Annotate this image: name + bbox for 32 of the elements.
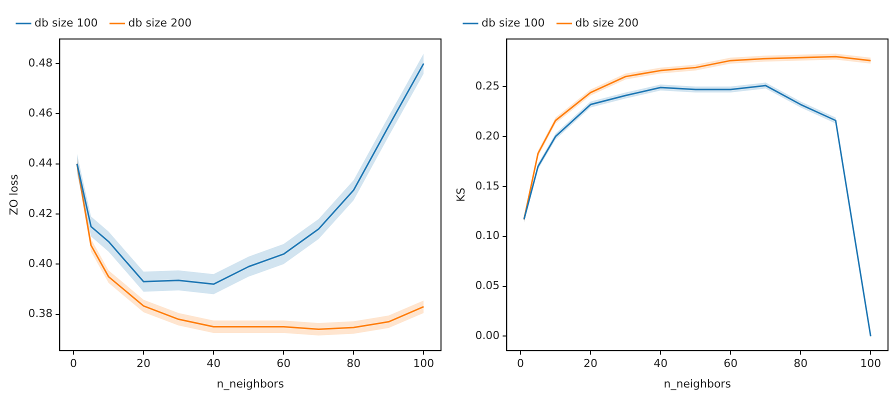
legend-label: db size 100 [482,16,545,30]
x-tick-label: 60 [724,357,738,370]
y-tick-label: 0.15 [475,179,500,192]
y-tick-label: 0.44 [28,156,53,170]
x-tick-label: 60 [276,357,291,370]
y-tick-label: 0.38 [28,307,53,320]
x-axis-title: n_neighbors [664,377,732,390]
y-tick-label: 0.25 [475,79,500,92]
y-tick-label: 0.40 [28,256,53,270]
legend-label: db size 100 [34,16,98,30]
y-tick-label: 0.42 [28,206,53,220]
legend-label: db size 200 [128,16,192,30]
x-tick-label: 40 [206,357,221,370]
x-tick-label: 20 [136,357,151,370]
y-tick-label: 0.00 [475,329,500,342]
y-tick-label: 0.20 [475,129,500,142]
y-tick-label: 0.05 [475,279,500,292]
y-tick-label: 0.48 [28,56,53,70]
x-tick-label: 80 [346,357,361,370]
x-tick-label: 100 [413,357,434,370]
legend-label: db size 200 [575,16,639,30]
y-axis-title: ZO loss [7,174,20,216]
x-tick-label: 20 [584,357,598,370]
y-axis-title: KS [454,188,468,202]
x-tick-label: 40 [654,357,668,370]
y-tick-label: 0.10 [475,229,500,242]
x-tick-label: 100 [860,357,882,370]
y-tick-label: 0.46 [28,106,53,120]
x-tick-label: 0 [517,357,524,370]
x-axis-title: n_neighbors [216,377,284,390]
x-tick-label: 80 [794,357,808,370]
x-tick-label: 0 [70,357,78,370]
